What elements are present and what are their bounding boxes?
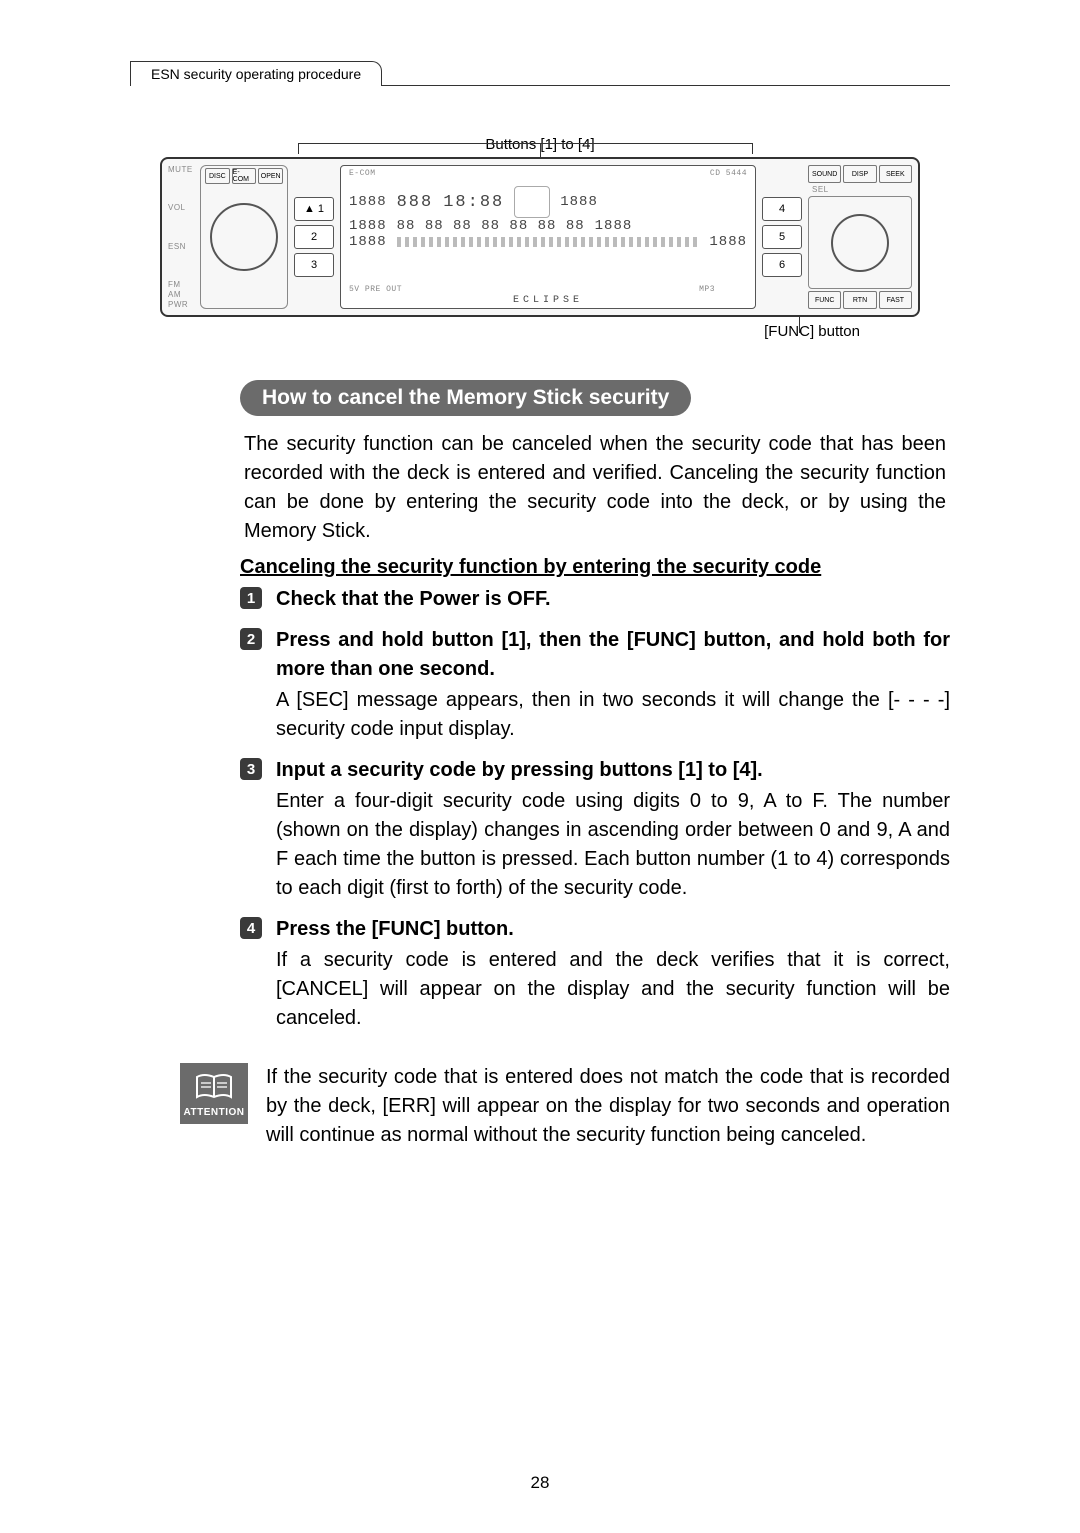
- am-label: AM: [168, 290, 194, 299]
- step-2: Press and hold button [1], then the [FUN…: [240, 626, 950, 744]
- car-stereo-faceplate: MUTE VOL ESN FM AM PWR DISC E-COM OPEN: [160, 157, 920, 317]
- step-title: Input a security code by pressing button…: [276, 756, 950, 785]
- button-1: ▲ 1: [294, 197, 334, 221]
- seg: 1888: [349, 218, 387, 234]
- seg: 1888: [595, 218, 633, 234]
- button-5: 5: [762, 225, 802, 249]
- preout-label: 5V PRE OUT: [349, 285, 402, 294]
- sub-heading: Canceling the security function by enter…: [240, 556, 950, 579]
- button-4: 4: [762, 197, 802, 221]
- button-6: 6: [762, 253, 802, 277]
- device-diagram: MUTE VOL ESN FM AM PWR DISC E-COM OPEN: [160, 157, 920, 317]
- step-body: Enter a four-digit security code using d…: [276, 787, 950, 903]
- seek-tab: SEEK: [879, 165, 912, 183]
- header-tab: ESN security operating procedure: [130, 61, 382, 86]
- rtn-tab: RTN: [843, 291, 876, 309]
- disc-tab: DISC: [205, 168, 230, 184]
- step-title: Press and hold button [1], then the [FUN…: [276, 626, 950, 684]
- diagram-caption-bottom: [FUNC] button: [130, 323, 950, 340]
- page-number: 28: [0, 1473, 1080, 1493]
- vol-label: VOL: [168, 203, 194, 212]
- mp3-label: mp3: [699, 285, 715, 294]
- seg: 1888: [349, 234, 387, 250]
- brand-label: ECLIPSE: [341, 295, 755, 306]
- left-button-column: ▲ 1 2 3: [294, 165, 334, 309]
- page: ESN security operating procedure Buttons…: [0, 0, 1080, 1533]
- seg: 18:88: [443, 193, 504, 212]
- seg: 1888: [709, 234, 747, 250]
- step-4: Press the [FUNC] button. If a security c…: [240, 915, 950, 1033]
- fast-tab: FAST: [879, 291, 912, 309]
- right-button-column: 4 5 6: [762, 165, 802, 309]
- book-icon: [194, 1073, 234, 1103]
- ecom-display-label: E-COM: [349, 169, 376, 178]
- attention-icon: ATTENTION: [180, 1063, 248, 1124]
- attention-label: ATTENTION: [180, 1107, 248, 1118]
- ecom-tab: E-COM: [232, 168, 257, 184]
- pwr-label: PWR: [168, 300, 194, 309]
- sound-tab: SOUND: [808, 165, 841, 183]
- steps-list: Check that the Power is OFF. Press and h…: [240, 585, 950, 1033]
- button-2: 2: [294, 225, 334, 249]
- compass-icon: [514, 186, 550, 218]
- step-3: Input a security code by pressing button…: [240, 756, 950, 903]
- disp-tab: DISP: [843, 165, 876, 183]
- spectrum-bars: [397, 237, 700, 247]
- left-knob: DISC E-COM OPEN: [200, 165, 288, 309]
- lcd-display: E-COM CD 5444 1888 888 18:88 1888 1888 8…: [340, 165, 756, 309]
- seg: 888: [397, 193, 434, 212]
- right-knob: [808, 196, 912, 289]
- func-tab: FUNC: [808, 291, 841, 309]
- fm-label: FM: [168, 280, 194, 289]
- attention-text: If the security code that is entered doe…: [266, 1063, 950, 1150]
- seg: 1888: [349, 194, 387, 210]
- content-column: How to cancel the Memory Stick security …: [240, 380, 950, 1150]
- left-edge-labels: MUTE VOL ESN FM AM PWR: [168, 165, 194, 309]
- step-body: A [SEC] message appears, then in two sec…: [276, 686, 950, 744]
- open-tab: OPEN: [258, 168, 283, 184]
- mute-label: MUTE: [168, 165, 194, 174]
- step-title: Check that the Power is OFF.: [276, 585, 950, 614]
- esn-label: ESN: [168, 242, 194, 251]
- step-1: Check that the Power is OFF.: [240, 585, 950, 614]
- intro-paragraph: The security function can be canceled wh…: [244, 430, 946, 546]
- button-3: 3: [294, 253, 334, 277]
- seg: 88 88 88 88 88 88 88: [397, 218, 585, 234]
- section-heading: How to cancel the Memory Stick security: [240, 380, 691, 416]
- step-title: Press the [FUNC] button.: [276, 915, 950, 944]
- model-label: CD 5444: [710, 169, 747, 178]
- sel-label: SEL: [808, 185, 912, 194]
- seg: 1888: [560, 194, 598, 210]
- header-rule: ESN security operating procedure: [130, 60, 950, 86]
- attention-block: ATTENTION If the security code that is e…: [180, 1063, 950, 1150]
- step-body: If a security code is entered and the de…: [276, 946, 950, 1033]
- right-knob-block: SOUND DISP SEEK SEL FUNC RTN FAST: [808, 165, 912, 309]
